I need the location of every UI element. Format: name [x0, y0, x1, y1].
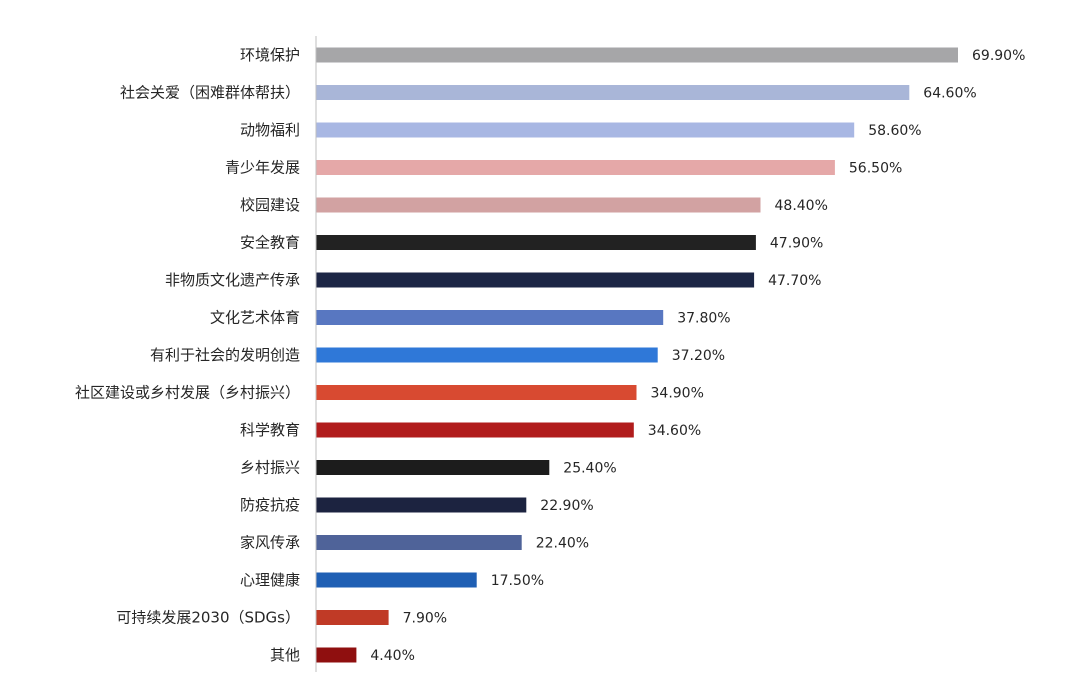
value-label-2: 58.60% [868, 123, 921, 139]
bar-16 [316, 647, 357, 663]
value-label-16: 4.40% [370, 648, 414, 664]
bar-15 [316, 610, 389, 625]
bar-4 [316, 197, 761, 213]
category-label-2: 动物福利 [240, 121, 300, 139]
bar-7 [316, 310, 664, 325]
value-label-12: 22.90% [540, 498, 593, 514]
category-label-3: 青少年发展 [225, 159, 300, 177]
category-label-7: 文化艺术体育 [210, 309, 300, 327]
category-label-15: 可持续发展2030（SDGs） [116, 609, 300, 627]
category-label-13: 家风传承 [240, 534, 300, 552]
category-label-8: 有利于社会的发明创造 [150, 346, 300, 364]
bar-0 [316, 47, 958, 63]
category-label-0: 环境保护 [240, 46, 300, 64]
category-label-12: 防疫抗疫 [240, 496, 300, 514]
category-label-9: 社区建设或乡村发展（乡村振兴） [75, 384, 300, 402]
value-label-14: 17.50% [491, 573, 544, 589]
bars-group [316, 47, 958, 663]
value-label-8: 37.20% [672, 348, 725, 364]
value-label-15: 7.90% [403, 611, 447, 627]
value-label-1: 64.60% [923, 86, 976, 102]
category-label-14: 心理健康 [240, 571, 300, 589]
bar-12 [316, 497, 527, 513]
value-label-4: 48.40% [775, 198, 828, 214]
value-label-11: 25.40% [563, 461, 616, 477]
bar-3 [316, 160, 835, 175]
category-label-11: 乡村振兴 [240, 459, 300, 477]
bar-8 [316, 347, 658, 363]
bar-11 [316, 460, 550, 475]
bar-9 [316, 385, 637, 400]
value-label-13: 22.40% [536, 536, 589, 552]
category-label-5: 安全教育 [240, 234, 300, 252]
category-label-6: 非物质文化遗产传承 [165, 271, 300, 289]
bar-2 [316, 122, 855, 138]
value-label-5: 47.90% [770, 236, 823, 252]
bar-5 [316, 235, 756, 250]
value-label-9: 34.90% [651, 386, 704, 402]
bar-10 [316, 422, 634, 438]
value-label-7: 37.80% [677, 311, 730, 327]
category-label-1: 社会关爱（困难群体帮扶） [120, 84, 300, 102]
value-label-6: 47.70% [768, 273, 821, 289]
category-label-10: 科学教育 [240, 421, 300, 439]
bar-14 [316, 572, 477, 588]
value-label-3: 56.50% [849, 161, 902, 177]
bar-6 [316, 272, 755, 288]
value-label-0: 69.90% [972, 48, 1025, 64]
bar-1 [316, 85, 910, 100]
value-label-10: 34.60% [648, 423, 701, 439]
value-labels: 69.90% 64.60% 58.60% 56.50% 48.40% 47.90% 47.7… [370, 48, 1025, 664]
category-label-4: 校园建设 [240, 196, 300, 214]
bar-13 [316, 535, 522, 550]
category-label-16: 其他 [270, 646, 300, 664]
